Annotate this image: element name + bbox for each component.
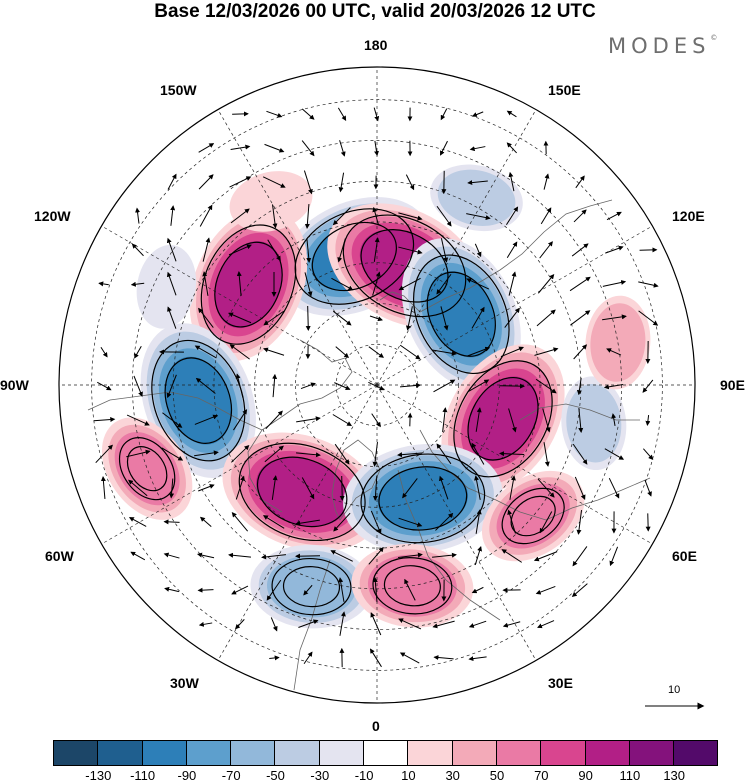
colorbar-tick-label: -130	[78, 768, 118, 783]
colorbar-swatch	[364, 741, 408, 765]
colorbar-swatch	[586, 741, 630, 765]
colorbar-tick-label: -110	[123, 768, 163, 783]
colorbar-tick-label: 90	[566, 768, 606, 783]
colorbar-tick-label: -90	[167, 768, 207, 783]
lon-label-180: 180	[364, 37, 387, 53]
lon-label-150w: 150W	[160, 82, 197, 98]
lon-label-150e: 150E	[548, 82, 581, 98]
lon-label-120e: 120E	[672, 208, 705, 224]
colorbar-swatch	[674, 741, 717, 765]
colorbar-tick-label: 50	[477, 768, 517, 783]
lon-label-30e: 30E	[548, 675, 573, 691]
colorbar-swatch	[320, 741, 364, 765]
colorbar-swatch	[98, 741, 142, 765]
lon-label-90e: 90E	[720, 377, 745, 393]
wind-vector-arrow	[342, 476, 343, 500]
colorbar-tick-label: -30	[300, 768, 340, 783]
colorbar-tick-label: 70	[521, 768, 561, 783]
colorbar-swatch	[143, 741, 187, 765]
colorbar-swatch	[231, 741, 275, 765]
lon-label-90w: 90W	[0, 377, 29, 393]
wind-vector-arrow	[164, 522, 179, 523]
colorbar-tick-label: -10	[344, 768, 384, 783]
colorbar-swatch	[630, 741, 674, 765]
colorbar-swatch	[275, 741, 319, 765]
colorbar-swatch	[408, 741, 452, 765]
colorbar-tick-label: -50	[256, 768, 296, 783]
lon-label-60w: 60W	[45, 548, 74, 564]
colorbar-swatch	[54, 741, 98, 765]
colorbar-swatch	[187, 741, 231, 765]
colorbar-swatch	[497, 741, 541, 765]
colorbar-tick-label: 10	[388, 768, 428, 783]
lon-label-0: 0	[372, 718, 380, 734]
vector-scale-label: 10	[668, 684, 680, 696]
colorbar-tick-label: 110	[610, 768, 650, 783]
colorbar-tick-label: -70	[211, 768, 251, 783]
colorbar-swatch	[453, 741, 497, 765]
wind-vector-arrow	[232, 114, 248, 115]
colorbar-tick-label: 130	[654, 768, 694, 783]
wind-vector-arrow	[500, 386, 524, 387]
colorbar-ticks: -130 -110 -90 -70 -50 -30 -10 10 30 50 70 90 110 130	[0, 768, 750, 784]
colorbar-tick-label: 30	[433, 768, 473, 783]
lon-label-30w: 30W	[170, 675, 199, 691]
lon-label-60e: 60E	[672, 548, 697, 564]
lon-label-120w: 120W	[34, 208, 71, 224]
wind-vector-arrow	[308, 306, 309, 330]
colorbar-swatch	[541, 741, 585, 765]
wind-vector-arrow	[296, 556, 320, 557]
colorbar	[53, 740, 718, 766]
